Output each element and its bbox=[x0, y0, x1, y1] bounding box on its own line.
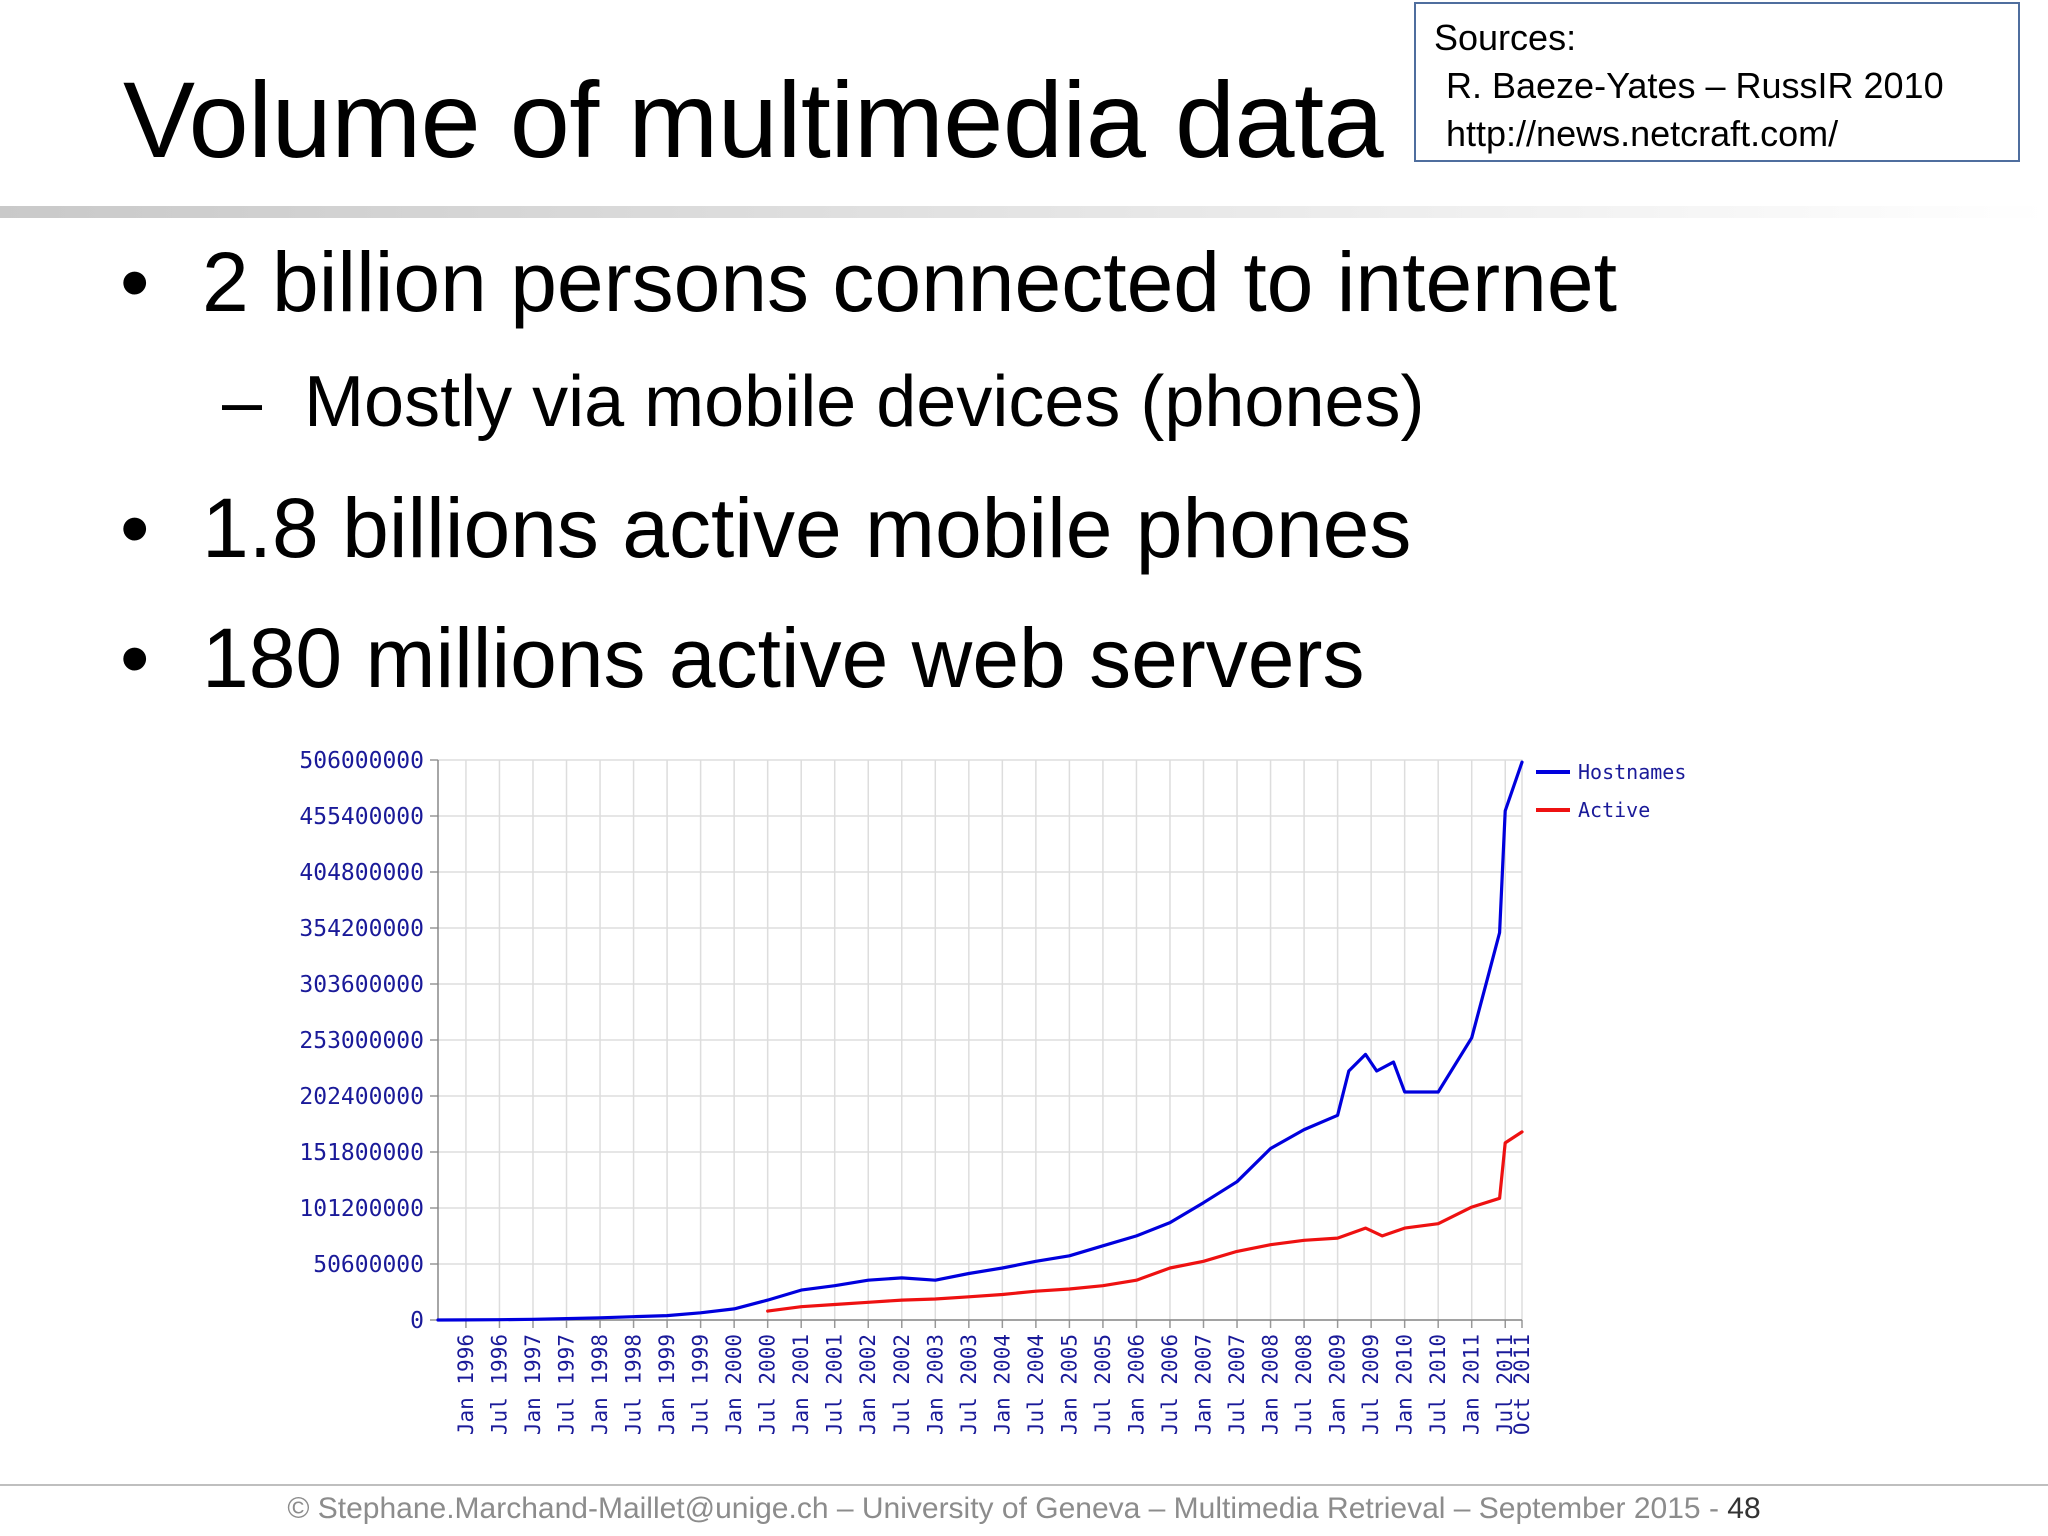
x-tick-label: Jan 2009 bbox=[1326, 1334, 1350, 1435]
bullet-text: 1.8 billions active mobile phones bbox=[202, 481, 1412, 575]
bullet-item: • 1.8 billions active mobile phones bbox=[120, 486, 1411, 570]
slide-title: Volume of multimedia data bbox=[123, 59, 1384, 180]
y-tick-label: 455400000 bbox=[299, 804, 424, 830]
hostnames-chart: 0 50600000 101200000 151800000 202400000 2530… bbox=[252, 740, 1732, 1450]
y-tick-label: 151800000 bbox=[299, 1140, 424, 1166]
y-tick-label: 101200000 bbox=[299, 1196, 424, 1222]
header-divider bbox=[0, 206, 2048, 218]
x-tick-label: Jan 2003 bbox=[923, 1334, 947, 1435]
x-tick-label: Oct 2011 bbox=[1510, 1334, 1534, 1435]
x-tick-label: Jan 2005 bbox=[1057, 1334, 1081, 1435]
x-tick-label: Jul 2007 bbox=[1225, 1334, 1249, 1435]
x-tick-label: Jan 2011 bbox=[1460, 1334, 1484, 1435]
x-tick-label: Jan 1996 bbox=[454, 1334, 478, 1435]
sub-bullet-marker: – bbox=[222, 362, 263, 442]
x-tick-label: Jan 2010 bbox=[1393, 1334, 1417, 1435]
x-tick-label: Jan 2007 bbox=[1192, 1334, 1216, 1435]
x-tick-label: Jul 2006 bbox=[1158, 1334, 1182, 1435]
y-tick-label: 253000000 bbox=[299, 1028, 424, 1054]
x-tick-label: Jan 1997 bbox=[521, 1334, 545, 1435]
x-tick-label: Jul 2001 bbox=[823, 1334, 847, 1435]
series-line-active bbox=[766, 1130, 1524, 1313]
x-tick-label: Jan 1998 bbox=[588, 1334, 612, 1435]
x-tick-label: Jul 2011 bbox=[1493, 1334, 1517, 1435]
x-tick-label: Jan 1999 bbox=[655, 1334, 679, 1435]
legend-label: Active bbox=[1578, 798, 1650, 822]
sub-bullet-text: Mostly via mobile devices (phones) bbox=[304, 362, 1425, 442]
bullet-item: • 2 billion persons connected to interne… bbox=[120, 240, 1617, 324]
source-item: R. Baeze-Yates – RussIR 2010 bbox=[1446, 65, 1944, 106]
y-tick-label: 0 bbox=[410, 1308, 424, 1334]
y-tick-label: 354200000 bbox=[299, 916, 424, 942]
legend-label: Hostnames bbox=[1578, 760, 1686, 784]
x-tick-label: Jul 2003 bbox=[957, 1334, 981, 1435]
y-tick-label: 202400000 bbox=[299, 1084, 424, 1110]
x-tick-label: Jan 2001 bbox=[789, 1334, 813, 1435]
x-tick-label: Jul 2005 bbox=[1091, 1334, 1115, 1435]
bullet-marker: • bbox=[120, 611, 150, 705]
x-tick-label: Jan 2004 bbox=[990, 1334, 1014, 1435]
x-tick-label: Jan 2008 bbox=[1259, 1334, 1283, 1435]
x-tick-label: Jul 2010 bbox=[1426, 1334, 1450, 1435]
footer-divider bbox=[0, 1484, 2048, 1486]
y-tick-label: 506000000 bbox=[299, 748, 424, 774]
x-tick-label: Jul 1996 bbox=[487, 1334, 511, 1435]
x-tick-label: Jul 1998 bbox=[622, 1334, 646, 1435]
x-tick-label: Jan 2002 bbox=[856, 1334, 880, 1435]
bullet-marker: • bbox=[120, 481, 150, 575]
y-tick-label: 404800000 bbox=[299, 860, 424, 886]
slide-header: Volume of multimedia data Sources: R. Ba… bbox=[0, 0, 2048, 220]
footer-text: © Stephane.Marchand-Maillet@unige.ch – U… bbox=[287, 1492, 1728, 1525]
bullet-text: 180 millions active web servers bbox=[202, 611, 1365, 705]
x-tick-label: Jul 2009 bbox=[1359, 1334, 1383, 1435]
x-tick-label: Jul 2000 bbox=[756, 1334, 780, 1435]
source-item[interactable]: http://news.netcraft.com/ bbox=[1446, 113, 1839, 154]
x-tick-label: Jul 1997 bbox=[555, 1334, 579, 1435]
sources-box: Sources: R. Baeze-Yates – RussIR 2010 ht… bbox=[1414, 2, 2020, 162]
x-tick-label: Jul 2004 bbox=[1024, 1334, 1048, 1435]
bullet-item: • 180 millions active web servers bbox=[120, 616, 1364, 700]
slide-footer: © Stephane.Marchand-Maillet@unige.ch – U… bbox=[0, 1492, 2048, 1526]
chart-svg: 0 50600000 101200000 151800000 202400000 2530… bbox=[299, 748, 1686, 1435]
page-number: 48 bbox=[1727, 1492, 1761, 1525]
x-tick-label: Jan 2006 bbox=[1124, 1334, 1148, 1435]
y-tick-label: 303600000 bbox=[299, 972, 424, 998]
series-line-hostnames bbox=[436, 760, 1524, 1322]
sub-bullet-item: – Mostly via mobile devices (phones) bbox=[222, 366, 1425, 438]
x-tick-label: Jul 2008 bbox=[1292, 1334, 1316, 1435]
x-tick-label: Jan 2000 bbox=[722, 1334, 746, 1435]
x-tick-label: Jul 1999 bbox=[689, 1334, 713, 1435]
sources-heading: Sources: bbox=[1434, 17, 1577, 58]
x-tick-label: Jul 2002 bbox=[890, 1334, 914, 1435]
y-tick-label: 50600000 bbox=[313, 1252, 424, 1278]
bullet-text: 2 billion persons connected to internet bbox=[202, 235, 1617, 329]
bullet-marker: • bbox=[120, 235, 150, 329]
